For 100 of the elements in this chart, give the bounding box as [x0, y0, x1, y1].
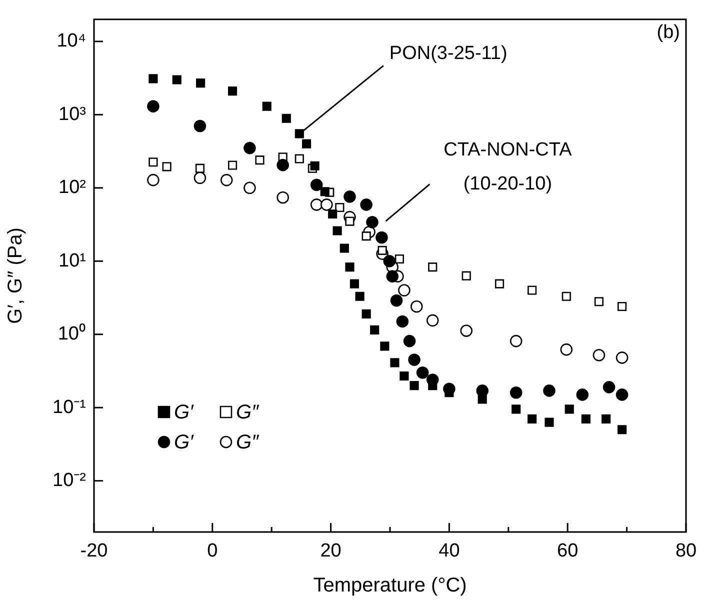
point [148, 158, 158, 167]
legend-label: G″ [236, 432, 260, 454]
point [335, 202, 344, 212]
point [262, 102, 272, 111]
point [162, 162, 172, 172]
point [462, 271, 471, 280]
point [148, 74, 158, 84]
point [390, 358, 400, 368]
point [383, 254, 396, 268]
x-tick-label: 80 [675, 540, 697, 562]
point [618, 425, 627, 434]
point [320, 198, 333, 211]
point [410, 300, 423, 313]
x-tick-label: 20 [320, 540, 342, 562]
point [147, 100, 160, 112]
point [332, 226, 342, 236]
legend-label: G″ [236, 402, 260, 424]
point [196, 78, 206, 88]
x-tick-label: 40 [438, 540, 460, 562]
point [400, 371, 409, 381]
x-tick-label: -20 [80, 540, 108, 562]
point [510, 386, 522, 399]
point [194, 120, 206, 132]
point [510, 334, 522, 348]
point [228, 160, 238, 170]
y-tick-label: 10⁴ [56, 30, 86, 52]
point [276, 191, 289, 204]
point [350, 279, 360, 288]
point [408, 354, 420, 366]
point [220, 174, 233, 186]
point [344, 190, 356, 203]
point [362, 232, 371, 241]
point [147, 174, 160, 186]
point [244, 182, 256, 194]
point [618, 302, 627, 312]
point [544, 418, 554, 427]
point [370, 325, 380, 334]
y-tick-label: 10⁻² [52, 470, 86, 492]
point [276, 158, 289, 172]
y-axis-title: G′, G″ (Pa) [4, 227, 27, 324]
annotation: (b) [656, 22, 680, 44]
point [410, 381, 419, 390]
point [328, 209, 338, 219]
x-tick-label: 60 [557, 540, 578, 562]
point [310, 198, 323, 211]
point [366, 216, 378, 228]
point [426, 314, 439, 327]
point [460, 324, 473, 337]
point [594, 297, 604, 306]
point [310, 178, 323, 192]
point [255, 156, 264, 165]
y-tick-label: 10⁰ [58, 322, 86, 345]
point [528, 414, 537, 424]
point [378, 246, 387, 255]
annotation: PON(3-25-11) [389, 42, 508, 64]
point [390, 294, 403, 307]
point [616, 352, 628, 364]
point [528, 286, 537, 295]
point [494, 279, 504, 288]
point [194, 172, 206, 184]
point [602, 381, 616, 394]
y-tick-label: 10³ [58, 104, 86, 125]
point [592, 349, 606, 362]
point [396, 315, 409, 328]
point [543, 384, 556, 397]
point [294, 154, 304, 164]
point [294, 129, 304, 138]
point [340, 244, 349, 253]
point [310, 161, 320, 170]
point [282, 114, 291, 123]
point [564, 404, 574, 414]
point [360, 198, 372, 211]
point [195, 164, 205, 173]
point [398, 284, 410, 296]
annotation: CTA-NON-CTA (10-20-10) [444, 139, 572, 194]
point [616, 388, 628, 401]
point [581, 414, 590, 424]
point [394, 254, 404, 264]
point [302, 139, 312, 148]
point [345, 216, 354, 226]
point [228, 86, 238, 96]
point [428, 262, 438, 272]
y-tick-label: 10⁻¹ [52, 396, 86, 418]
point [576, 388, 589, 401]
point [562, 292, 571, 301]
point [172, 75, 182, 84]
point [244, 142, 256, 154]
y-tick-label: 10¹ [58, 250, 86, 272]
point [403, 334, 416, 348]
x-axis-title: Temperature (°C) [313, 574, 467, 597]
point [478, 394, 487, 404]
legend-label: G′ [174, 432, 195, 454]
point [416, 366, 429, 379]
point [320, 187, 330, 196]
point [602, 414, 611, 424]
point [345, 262, 354, 272]
point [362, 309, 371, 318]
point [355, 292, 364, 301]
point [386, 270, 399, 282]
y-tick-label: 10² [58, 177, 86, 198]
